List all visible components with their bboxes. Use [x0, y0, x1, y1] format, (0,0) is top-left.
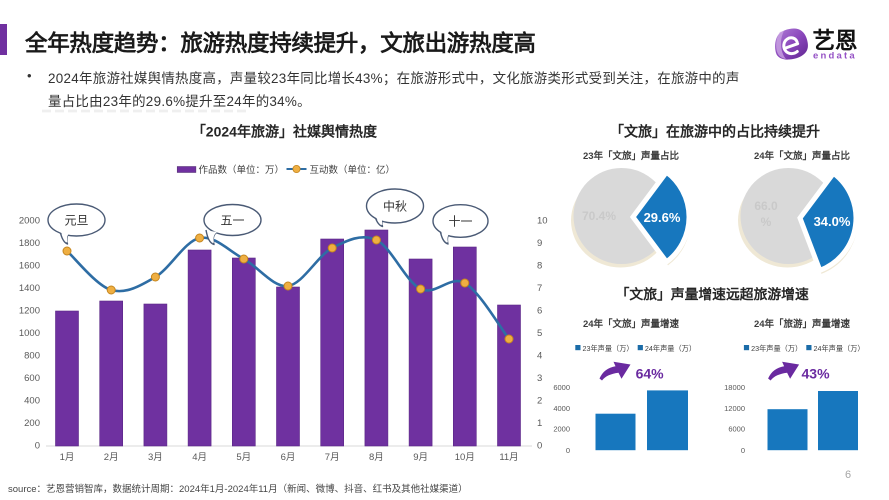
svg-text:1000: 1000 — [19, 328, 40, 339]
svg-text:艺恩: 艺恩 — [813, 29, 858, 54]
svg-text:2月: 2月 — [104, 452, 119, 463]
svg-text:中秋: 中秋 — [383, 199, 407, 214]
svg-text:6000: 6000 — [728, 425, 745, 434]
svg-text:400: 400 — [24, 396, 40, 407]
svg-text:200: 200 — [24, 418, 40, 429]
svg-text:600: 600 — [24, 373, 40, 384]
svg-text:66.0: 66.0 — [754, 199, 778, 213]
svg-text:23年「文旅」声量占比: 23年「文旅」声量占比 — [583, 150, 680, 162]
svg-text:70.4%: 70.4% — [582, 209, 616, 223]
svg-text:3月: 3月 — [148, 452, 163, 463]
svg-text:9月: 9月 — [413, 452, 428, 463]
svg-text:0: 0 — [566, 446, 570, 455]
svg-text:「文旅」声量增速远超旅游增速: 「文旅」声量增速远超旅游增速 — [616, 286, 809, 302]
svg-text:6月: 6月 — [281, 452, 296, 463]
svg-text:6000: 6000 — [553, 383, 570, 392]
svg-text:%: % — [761, 215, 772, 229]
svg-text:10月: 10月 — [455, 452, 475, 463]
svg-text:24年「文旅」声量占比: 24年「文旅」声量占比 — [754, 150, 851, 162]
svg-text:0: 0 — [741, 446, 745, 455]
svg-text:1800: 1800 — [19, 238, 40, 249]
svg-text:24年声量（万）: 24年声量（万） — [645, 344, 696, 353]
svg-text:12000: 12000 — [724, 404, 745, 413]
svg-text:24年「文旅」声量增速: 24年「文旅」声量增速 — [583, 318, 680, 330]
svg-text:元旦: 元旦 — [64, 214, 88, 228]
svg-text:18000: 18000 — [724, 383, 745, 392]
svg-text:9: 9 — [537, 238, 542, 249]
svg-text:1400: 1400 — [19, 283, 40, 294]
svg-text:4: 4 — [537, 351, 542, 362]
svg-text:34.0%: 34.0% — [814, 214, 851, 229]
svg-text:3: 3 — [537, 373, 542, 384]
svg-text:24年声量（万）: 24年声量（万） — [814, 344, 865, 353]
svg-text:11月: 11月 — [499, 452, 518, 463]
svg-text:2: 2 — [537, 396, 542, 407]
svg-text:0: 0 — [35, 441, 40, 452]
svg-text:互动数（单位：亿）: 互动数（单位：亿） — [310, 164, 396, 176]
svg-text:1: 1 — [537, 418, 542, 429]
svg-text:24年「旅游」声量增速: 24年「旅游」声量增速 — [754, 318, 851, 330]
svg-text:1月: 1月 — [60, 452, 75, 463]
svg-text:0: 0 — [537, 441, 542, 452]
svg-text:5月: 5月 — [236, 452, 251, 463]
svg-text:7月: 7月 — [325, 452, 340, 463]
svg-text:29.6%: 29.6% — [644, 210, 681, 225]
svg-text:5: 5 — [537, 328, 542, 339]
svg-text:2000: 2000 — [553, 425, 570, 434]
svg-text:8: 8 — [537, 261, 542, 272]
svg-text:五一: 五一 — [220, 214, 244, 228]
svg-text:23年声量（万）: 23年声量（万） — [583, 344, 634, 353]
svg-text:「文旅」在旅游中的占比持续提升: 「文旅」在旅游中的占比持续提升 — [610, 124, 820, 140]
svg-text:43%: 43% — [802, 366, 831, 382]
svg-text:4月: 4月 — [192, 452, 207, 463]
svg-text:十一: 十一 — [448, 215, 472, 229]
svg-text:7: 7 — [537, 283, 542, 294]
svg-text:23年声量（万）: 23年声量（万） — [751, 344, 802, 353]
svg-text:6: 6 — [537, 306, 542, 317]
svg-text:2000: 2000 — [19, 216, 40, 227]
svg-text:endata: endata — [813, 51, 857, 62]
svg-text:1200: 1200 — [19, 306, 40, 317]
svg-text:「2024年旅游」社媒舆情热度: 「2024年旅游」社媒舆情热度 — [192, 124, 378, 140]
svg-text:10: 10 — [537, 216, 548, 227]
svg-text:800: 800 — [24, 351, 40, 362]
svg-text:作品数（单位：万）: 作品数（单位：万） — [199, 164, 285, 176]
svg-text:8月: 8月 — [369, 452, 384, 463]
svg-text:64%: 64% — [636, 366, 665, 382]
svg-text:1600: 1600 — [19, 261, 40, 272]
svg-text:4000: 4000 — [553, 404, 570, 413]
